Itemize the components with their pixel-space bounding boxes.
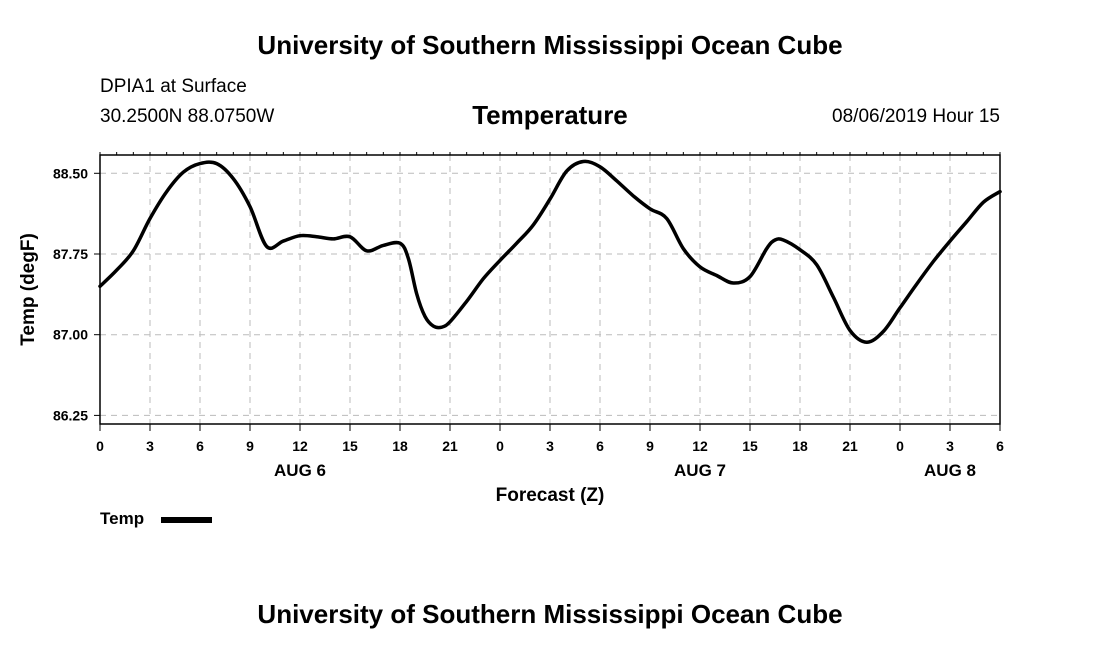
ticks-layer: 0 3 6 9 12 15 18 21 0 3 6 9 12 15 18 21 0 3 6 86.25 87.00 87.… bbox=[53, 152, 1004, 480]
y-tick-label: 87.00 bbox=[53, 327, 88, 343]
y-tick-label: 86.25 bbox=[53, 407, 88, 423]
y-axis-title: Temp (degF) bbox=[18, 233, 39, 346]
day-label: AUG 8 bbox=[924, 461, 976, 480]
x-tick-label: 21 bbox=[442, 438, 458, 454]
x-tick-label: 9 bbox=[246, 438, 254, 454]
y-tick-label: 87.75 bbox=[53, 246, 88, 262]
x-tick-label: 21 bbox=[842, 438, 858, 454]
x-tick-label: 18 bbox=[392, 438, 408, 454]
x-tick-label: 15 bbox=[742, 438, 758, 454]
x-tick-label: 0 bbox=[896, 438, 904, 454]
x-tick-label: 15 bbox=[342, 438, 358, 454]
x-tick-label: 3 bbox=[546, 438, 554, 454]
x-tick-label: 0 bbox=[96, 438, 104, 454]
x-tick-label: 18 bbox=[792, 438, 808, 454]
x-tick-label: 6 bbox=[196, 438, 204, 454]
x-tick-label: 6 bbox=[596, 438, 604, 454]
coordinates-label: 30.2500N 88.0750W bbox=[100, 106, 275, 127]
x-tick-label: 12 bbox=[292, 438, 308, 454]
legend-label: Temp bbox=[100, 509, 145, 528]
x-tick-label: 9 bbox=[646, 438, 654, 454]
chart-title: Temperature bbox=[472, 100, 628, 130]
datetime-label: 08/06/2019 Hour 15 bbox=[832, 106, 1000, 127]
footer-title: University of Southern Mississippi Ocean… bbox=[257, 599, 843, 629]
plot-frame bbox=[99, 154, 1001, 425]
x-tick-label: 12 bbox=[692, 438, 708, 454]
day-label: AUG 7 bbox=[674, 461, 726, 480]
series-layer bbox=[98, 159, 1002, 344]
series-line-temp bbox=[98, 159, 1002, 344]
y-tick-label: 88.50 bbox=[53, 165, 88, 181]
legend-line-swatch bbox=[161, 517, 212, 523]
grid-layer bbox=[100, 155, 1000, 424]
x-tick-label: 0 bbox=[496, 438, 504, 454]
x-tick-label: 6 bbox=[996, 438, 1004, 454]
page-title: University of Southern Mississippi Ocean… bbox=[257, 30, 843, 60]
x-axis-title: Forecast (Z) bbox=[496, 485, 605, 506]
station-label: DPIA1 at Surface bbox=[100, 76, 247, 97]
x-tick-label: 3 bbox=[946, 438, 954, 454]
day-label: AUG 6 bbox=[274, 461, 326, 480]
x-tick-label: 3 bbox=[146, 438, 154, 454]
